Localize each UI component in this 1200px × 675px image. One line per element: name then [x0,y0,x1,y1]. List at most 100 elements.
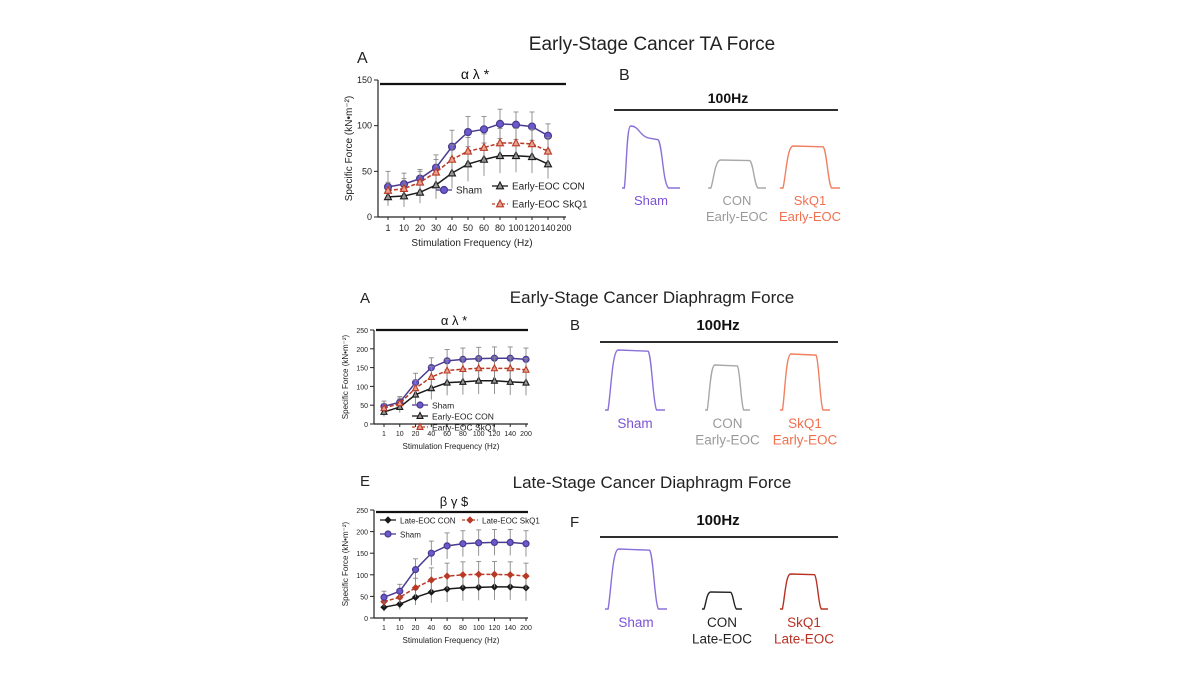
force-trace-line [780,145,840,189]
data-point [511,137,521,147]
data-point [490,376,499,384]
x-tick-label: 20 [415,223,425,233]
legend-entry: Sham [380,530,421,540]
data-point [427,549,435,557]
y-tick-label: 200 [356,347,368,354]
trace-label: CON [713,416,743,431]
data-point [463,146,473,155]
x-tick-label: 120 [489,431,501,438]
x-tick-label: 100 [473,625,485,632]
data-point [427,372,436,380]
data-point [443,365,452,374]
trace-sublabel: Early-EOC [706,209,768,224]
y-tick-label: 0 [367,212,372,222]
line-chart: Aα λ * 0 50 100 150 200 250 1 10 20 40 60 80 100 120 14… [341,290,532,451]
trace-label: CON [723,193,752,208]
x-tick-label: 120 [489,625,501,632]
x-tick-label: 10 [396,431,404,438]
force-trace-sham: Sham [622,125,680,208]
data-point [411,383,420,392]
legend-entry: Sham [436,186,482,197]
data-point [543,146,553,155]
series-sham [380,346,530,412]
y-axis-label: Specific Force (kN•m⁻²) [341,334,350,419]
data-point [475,539,483,547]
x-tick-label: 10 [399,223,409,233]
panel-label: E [360,473,370,490]
force-trace-line [605,548,667,610]
data-point [474,363,483,372]
trace-sublabel: Early-EOC [773,433,838,448]
y-tick-label: 150 [357,75,372,85]
data-point [495,137,505,147]
data-point [380,593,388,601]
x-tick-label: 20 [412,625,420,632]
data-point [459,540,467,548]
legend-marker [384,516,392,524]
force-trace-con: CON Late-EOC [692,591,752,647]
panel-title: Early-Stage Cancer TA Force [529,34,775,55]
series-line [383,380,527,413]
panel-label: A [360,290,370,307]
x-tick-label: 60 [443,431,451,438]
x-tick-label: 140 [504,431,516,438]
significance-symbols: α λ * [461,66,490,82]
panel-label: B [570,317,580,334]
data-point [443,572,451,580]
x-axis-label: Stimulation Frequency (Hz) [411,238,532,249]
data-point [427,576,436,584]
force-trace-line [708,159,766,189]
data-point [511,120,521,129]
data-point [443,542,451,550]
series-early-eoc-skq1 [383,127,553,199]
y-tick-label: 200 [356,530,368,537]
legend-entry: Late-EOC CON [380,516,456,526]
x-tick-label: 100 [473,431,485,438]
legend-marker [495,180,505,190]
data-point [411,584,420,592]
force-trace-line [605,349,665,411]
y-tick-label: 100 [356,384,368,391]
frequency-label: 100Hz [708,90,748,106]
force-trace-skq1: SkQ1 Late-EOC [774,573,834,647]
x-tick-label: 80 [459,625,467,632]
y-axis-label: Specific Force (kN•m⁻²) [344,96,355,201]
x-tick-label: 120 [524,223,539,233]
series-line [383,541,527,598]
force-trace-sham: Sham [605,548,667,630]
y-tick-label: 250 [356,508,368,515]
data-point [463,127,473,137]
trace-sublabel: Late-EOC [692,632,752,647]
data-point [396,600,404,608]
y-tick-label: 0 [364,422,368,429]
y-tick-label: 150 [356,366,368,373]
x-tick-label: 1 [385,223,390,233]
significance-symbols: α λ * [441,313,467,328]
panel-label: F [570,514,579,531]
x-tick-label: 200 [520,431,532,438]
series-line [383,573,527,603]
panel-dia-early: Early-Stage Cancer Diaphragm Force Aα λ … [341,288,838,451]
data-point [479,125,489,134]
data-point [474,570,483,579]
force-trace-skq1: SkQ1 Early-EOC [773,353,838,448]
y-tick-label: 100 [357,121,372,131]
trace-label: SkQ1 [788,416,822,431]
panel-ta-early: Early-Stage Cancer TA Force Aα λ * 0 50 100… [344,34,841,249]
legend-label: Early-EOC CON [512,182,585,193]
data-point [522,540,530,548]
x-tick-label: 200 [556,223,571,233]
trace-label: Sham [617,416,652,431]
legend-marker [439,185,449,195]
data-point [506,571,514,579]
legend-marker [466,516,474,524]
legend-label: Late-EOC CON [400,517,456,526]
panel-title: Late-Stage Cancer Diaphragm Force [513,473,792,492]
data-point [506,363,515,372]
x-tick-label: 200 [520,625,532,632]
force-trace-line [780,573,828,610]
